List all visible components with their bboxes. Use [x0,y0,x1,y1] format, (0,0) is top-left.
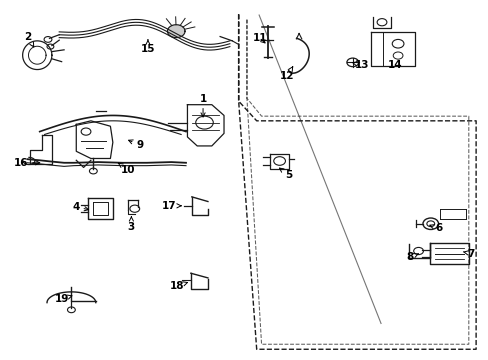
Text: 10: 10 [118,163,136,175]
Text: 13: 13 [352,60,369,70]
Text: 8: 8 [406,252,417,262]
Text: 6: 6 [429,224,441,233]
Text: 17: 17 [161,201,181,211]
Text: 12: 12 [279,67,294,81]
Text: 16: 16 [14,158,40,168]
Text: 18: 18 [170,281,187,291]
Polygon shape [167,25,184,38]
Text: 1: 1 [199,94,206,117]
Text: 9: 9 [128,140,143,150]
Text: 11: 11 [252,33,267,43]
Text: 14: 14 [386,60,401,70]
Text: 7: 7 [463,248,474,258]
Text: 2: 2 [24,32,34,47]
Text: 5: 5 [279,168,291,180]
Text: 4: 4 [72,202,88,212]
Text: 15: 15 [141,40,155,54]
Text: 3: 3 [127,217,135,231]
Text: 19: 19 [54,294,72,304]
